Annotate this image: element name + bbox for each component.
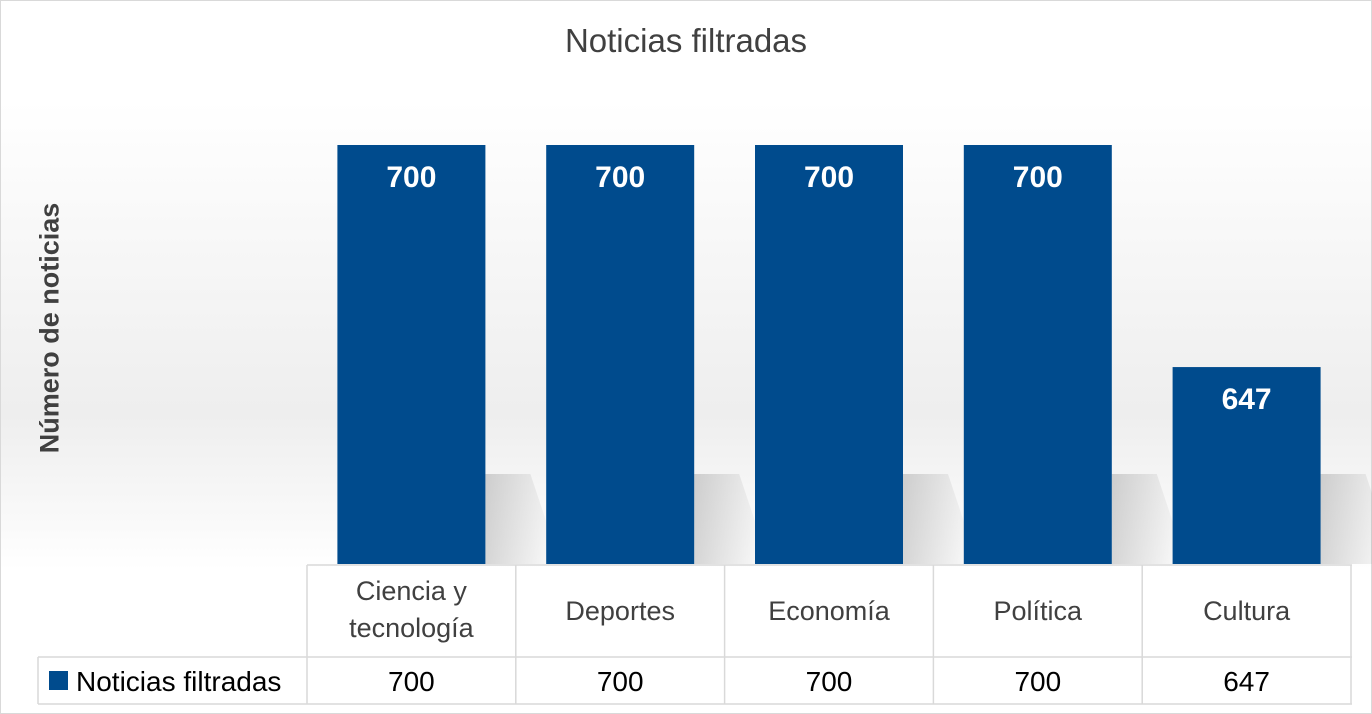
legend-series-name: Noticias filtradas — [76, 666, 281, 697]
data-table: Ciencia y tecnología Deportes Economía Polít… — [37, 564, 1352, 705]
bars — [337, 145, 1321, 564]
bar — [755, 145, 903, 564]
x-tick-label: Política — [994, 596, 1084, 626]
x-tick-label: Cultura — [1203, 596, 1291, 626]
bar-shadows — [485, 474, 1372, 564]
table-value: 700 — [388, 666, 435, 697]
bar-data-label: 700 — [1013, 161, 1063, 194]
table-value: 700 — [597, 666, 644, 697]
bar-data-label: 700 — [595, 161, 645, 194]
x-tick-label: Ciencia y — [356, 576, 468, 606]
bar — [337, 145, 486, 564]
x-tick-label: Deportes — [565, 596, 675, 626]
bar-shadow — [903, 474, 978, 564]
legend-swatch — [49, 671, 68, 690]
bar-shadow — [485, 474, 561, 564]
table-value: 700 — [806, 666, 853, 697]
x-tick-label: Economía — [768, 596, 891, 626]
bar-data-labels: 700 700 700 700 647 — [386, 161, 1271, 416]
chart-title: Noticias filtradas — [564, 22, 808, 59]
bar-shadow — [1320, 474, 1372, 564]
x-tick-label: tecnología — [349, 613, 475, 643]
bar — [546, 145, 695, 564]
bar-shadow — [1111, 474, 1187, 564]
bar-shadow — [694, 474, 770, 564]
bar — [963, 145, 1112, 564]
bar-data-label: 700 — [804, 161, 854, 194]
bar-data-label: 700 — [386, 161, 436, 194]
table-value: 647 — [1223, 666, 1270, 697]
bar-data-label: 647 — [1222, 383, 1272, 416]
bar — [1172, 367, 1321, 564]
table-value: 700 — [1014, 666, 1061, 697]
